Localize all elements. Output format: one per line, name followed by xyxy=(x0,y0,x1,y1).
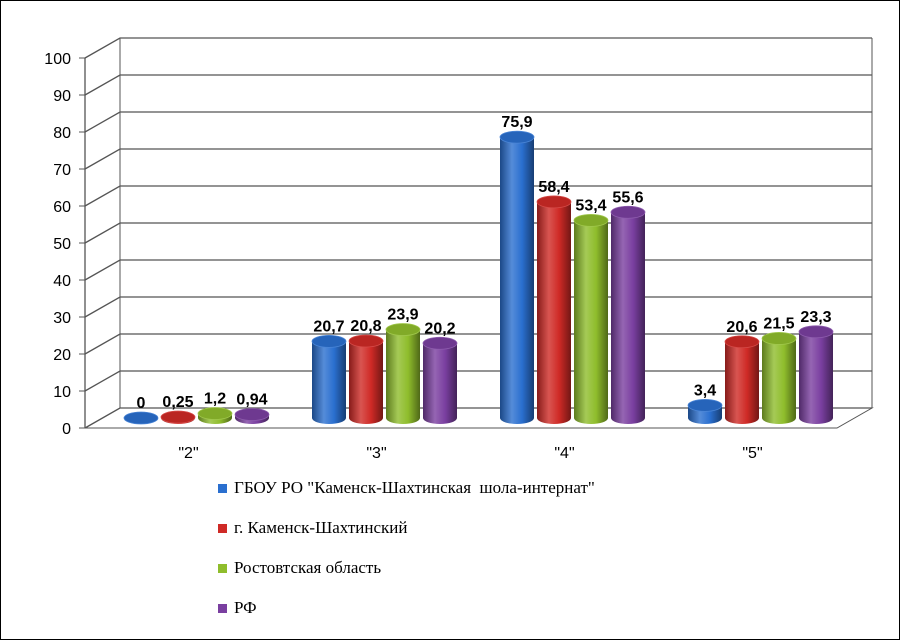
gridline xyxy=(84,148,872,170)
y-tick-label: 70 xyxy=(53,162,71,179)
legend-swatch xyxy=(218,483,227,493)
bar-body xyxy=(574,220,608,424)
bar-top xyxy=(610,205,646,219)
bars xyxy=(123,130,834,425)
data-label: 20,8 xyxy=(350,318,381,335)
legend-swatch xyxy=(218,523,227,533)
bar-top xyxy=(536,195,572,209)
gridline xyxy=(84,74,872,96)
gridline xyxy=(84,222,872,244)
bar-body xyxy=(725,341,759,424)
data-label: 58,4 xyxy=(538,179,569,196)
data-label: 3,4 xyxy=(694,382,716,399)
bar-top xyxy=(197,407,233,420)
gridline xyxy=(84,111,872,133)
gridline xyxy=(84,37,872,59)
data-label: 21,5 xyxy=(763,315,794,332)
data-label: 23,3 xyxy=(800,309,831,326)
y-tick-label: 0 xyxy=(62,421,71,438)
data-label: 23,9 xyxy=(387,307,418,324)
bar xyxy=(499,130,535,425)
bar-top xyxy=(798,325,834,339)
data-label: 53,4 xyxy=(575,197,606,214)
bar-top xyxy=(234,408,270,421)
y-tick-label: 100 xyxy=(44,51,71,68)
y-tick-label: 60 xyxy=(53,199,71,216)
bar-top xyxy=(160,410,196,424)
bar-top xyxy=(385,323,421,336)
data-label: 1,2 xyxy=(204,391,226,408)
bar xyxy=(798,325,834,424)
bar-top xyxy=(761,332,797,345)
bar xyxy=(123,411,159,425)
bar xyxy=(610,205,646,424)
data-label: 75,9 xyxy=(501,114,532,131)
legend-item: РФ xyxy=(218,598,595,618)
category-label: "4" xyxy=(554,445,574,462)
y-tick-label: 90 xyxy=(53,88,71,105)
bar-body xyxy=(537,201,571,424)
bar-top xyxy=(348,334,384,348)
category-label: "3" xyxy=(366,445,386,462)
bar xyxy=(724,335,760,424)
gridline xyxy=(84,296,872,318)
y-tick-label: 30 xyxy=(53,310,71,327)
bar-top xyxy=(422,336,458,350)
bar-body xyxy=(386,329,420,424)
bar-top xyxy=(573,214,609,227)
data-label: 55,6 xyxy=(612,189,643,206)
y-tick-label: 80 xyxy=(53,125,71,142)
bar-body xyxy=(423,343,457,424)
category-label: "5" xyxy=(742,445,762,462)
bar-body xyxy=(500,137,534,425)
data-label: 0 xyxy=(137,395,146,412)
legend-item: г. Каменск-Шахтинский xyxy=(218,518,595,538)
bar-top xyxy=(123,411,159,425)
bar-top xyxy=(499,130,535,144)
legend-item: Ростовтская область xyxy=(218,558,595,578)
legend-label: ГБОУ РО "Каменск-Шахтинская шола-интерна… xyxy=(234,478,595,497)
bar-body xyxy=(762,338,796,424)
data-label: 0,94 xyxy=(236,392,267,409)
bar xyxy=(536,195,572,424)
bar xyxy=(234,408,270,424)
bar-body xyxy=(611,212,645,424)
y-tick-label: 50 xyxy=(53,236,71,253)
bar-top xyxy=(724,335,760,349)
data-label: 0,25 xyxy=(162,394,193,411)
data-label: 20,2 xyxy=(424,320,455,337)
bar xyxy=(573,214,609,424)
legend-label: г. Каменск-Шахтинский xyxy=(234,518,408,537)
gridline xyxy=(84,259,872,281)
gridline xyxy=(84,185,872,207)
legend-label: РФ xyxy=(234,598,257,617)
y-tick-label: 20 xyxy=(53,347,71,364)
legend-item: ГБОУ РО "Каменск-Шахтинская шола-интерна… xyxy=(218,478,595,498)
bar xyxy=(385,323,421,424)
bar xyxy=(311,335,347,424)
bar xyxy=(160,410,196,424)
legend-swatch xyxy=(218,603,227,613)
bar xyxy=(687,399,723,424)
bar-body xyxy=(312,341,346,424)
bar-body xyxy=(799,331,833,424)
bar xyxy=(197,407,233,424)
legend-swatch xyxy=(218,563,227,573)
labels: "2" 0 0,25 1,2 0,94 "3" 20,7 20,8 23,9 20,2 "4" 75,… xyxy=(137,114,832,462)
bar xyxy=(761,332,797,424)
bar-body xyxy=(349,341,383,424)
bar-top xyxy=(687,399,723,412)
legend: ГБОУ РО "Каменск-Шахтинская шола-интерна… xyxy=(218,478,595,638)
data-label: 20,7 xyxy=(313,318,344,335)
y-tick-label: 10 xyxy=(53,384,71,401)
bar xyxy=(422,336,458,424)
category-label: "2" xyxy=(178,445,198,462)
bar xyxy=(348,334,384,424)
data-label: 20,6 xyxy=(726,319,757,336)
bar-top xyxy=(311,335,347,348)
legend-label: Ростовтская область xyxy=(234,558,382,577)
y-tick-label: 40 xyxy=(53,273,71,290)
